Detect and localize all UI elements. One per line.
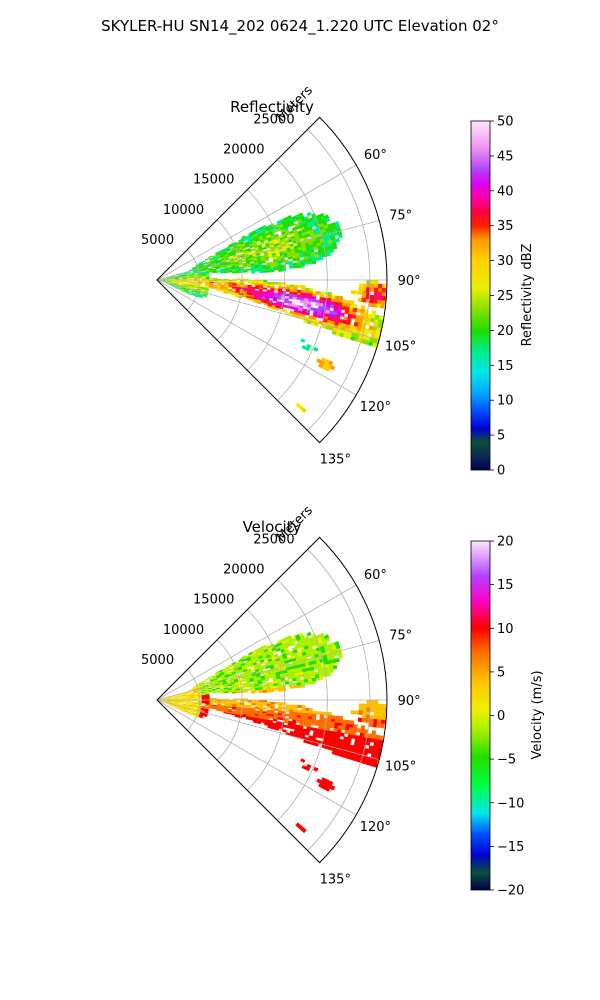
velocity-colorbar-tick-label: −20: [497, 884, 524, 899]
velocity-colorbar-tick-label: −5: [497, 753, 516, 768]
reflectivity-axis-labels: 500010000150002000025000Meters60°75°90°1…: [141, 83, 421, 467]
velocity-azimuth-tick-label: 60°: [364, 568, 387, 583]
velocity-range-tick-label: 25000: [253, 532, 294, 547]
reflectivity-colorbar-tick-label: 20: [497, 324, 514, 339]
velocity-azimuth-line: [156, 584, 357, 701]
velocity-colorbar-ramp: [470, 540, 491, 891]
reflectivity-colorbar: Reflectivity dBZ 0 5 10 15 20 25 30 35 40 45 50: [470, 115, 535, 479]
reflectivity-azimuth-line: [156, 279, 380, 340]
reflectivity-azimuth-line: [156, 279, 357, 396]
velocity-azimuth-tick-label: 75°: [389, 629, 412, 644]
reflectivity-sector-frame: [156, 116, 388, 444]
velocity-range-tick-label: 20000: [223, 563, 264, 578]
reflectivity-range-tick-label: 25000: [253, 112, 294, 127]
velocity-azimuth-tick-label: 120°: [360, 820, 391, 835]
reflectivity-title: Reflectivity: [230, 98, 314, 116]
velocity-title: Velocity: [243, 518, 302, 536]
reflectivity-echo-bin: [159, 219, 385, 346]
reflectivity-azimuth-line: [156, 220, 380, 281]
reflectivity-colorbar-label: Reflectivity dBZ: [520, 244, 535, 347]
velocity-panel: Velocity 500010000150002000025000Meters6…: [141, 503, 545, 899]
reflectivity-echo-bin: [250, 289, 342, 319]
reflectivity-echo-bin: [209, 281, 386, 327]
velocity-echo-bin: [159, 632, 337, 718]
reflectivity-range-tick-label: 5000: [141, 233, 174, 248]
velocity-sector-frame: [156, 536, 388, 864]
reflectivity-echo-bin: [261, 292, 338, 316]
reflectivity-echo-bin: [159, 212, 374, 347]
velocity-azimuth-line: [156, 640, 380, 701]
reflectivity-azimuth-tick-label: 60°: [364, 148, 387, 163]
reflectivity-colorbar-tick-label: 15: [497, 359, 514, 374]
velocity-echo-bin: [201, 690, 387, 741]
velocity-azimuth-tick-label: 105°: [385, 759, 416, 774]
reflectivity-colorbar-tick-label: 40: [497, 184, 514, 199]
reflectivity-colorbar-tick-label: 0: [497, 464, 505, 479]
reflectivity-echo-bin: [159, 211, 343, 352]
velocity-azimuth-tick-label: 90°: [398, 694, 421, 709]
velocity-range-tick-label: 10000: [163, 623, 204, 638]
reflectivity-grid: [156, 116, 388, 444]
reflectivity-azimuth-tick-label: 120°: [360, 400, 391, 415]
velocity-colorbar-label: Velocity (m/s): [530, 670, 545, 759]
velocity-azimuth-tick-label: 135°: [320, 872, 351, 887]
velocity-axis-labels: 500010000150002000025000Meters60°75°90°1…: [141, 503, 421, 887]
velocity-range-tick-label: 5000: [141, 653, 174, 668]
velocity-colorbar-tick-label: 0: [497, 709, 505, 724]
reflectivity-colorbar-tick-label: 35: [497, 219, 514, 234]
reflectivity-colorbar-tick-label: 30: [497, 254, 514, 269]
reflectivity-echo-bin: [280, 295, 330, 314]
reflectivity-colorbar-tick-label: 50: [497, 115, 514, 130]
velocity-echoes: [159, 631, 387, 834]
velocity-colorbar-tick-label: 15: [497, 578, 514, 593]
velocity-colorbar-tick-label: 20: [497, 535, 514, 550]
reflectivity-echo-bin: [291, 299, 316, 307]
reflectivity-range-tick-label: 20000: [223, 143, 264, 158]
velocity-grid: [156, 536, 388, 864]
velocity-colorbar-tick-label: −15: [497, 840, 524, 855]
reflectivity-echoes: [159, 211, 387, 414]
reflectivity-echo-bin: [159, 232, 387, 411]
reflectivity-colorbar-tick-label: 5: [497, 429, 505, 444]
velocity-colorbar-tick-label: 5: [497, 665, 505, 680]
reflectivity-azimuth-tick-label: 75°: [389, 209, 412, 224]
reflectivity-azimuth-tick-label: 90°: [398, 274, 421, 289]
reflectivity-azimuth-tick-label: 105°: [385, 339, 416, 354]
figure-suptitle: SKYLER-HU SN14_202 0624_1.220 UTC Elevat…: [101, 17, 499, 36]
velocity-colorbar-tick-label: 10: [497, 622, 514, 637]
reflectivity-azimuth-tick-label: 135°: [320, 452, 351, 467]
reflectivity-panel: Reflectivity 500010000150002000025000Met…: [141, 83, 535, 479]
velocity-colorbar: Velocity (m/s) −20 −15 −10 −5 0 5 10 15 20: [470, 535, 545, 899]
reflectivity-colorbar-ramp: [470, 120, 491, 471]
velocity-range-tick-label: 15000: [193, 593, 234, 608]
reflectivity-echo-bin: [182, 280, 387, 371]
velocity-azimuth-line: [156, 699, 380, 760]
reflectivity-azimuth-line: [156, 164, 357, 281]
velocity-colorbar-tick-label: −10: [497, 796, 524, 811]
reflectivity-colorbar-tick-label: 25: [497, 289, 514, 304]
reflectivity-range-tick-label: 10000: [163, 203, 204, 218]
reflectivity-range-tick-label: 15000: [193, 173, 234, 188]
reflectivity-colorbar-tick-label: 45: [497, 149, 514, 164]
velocity-azimuth-line: [156, 699, 357, 816]
reflectivity-colorbar-tick-label: 10: [497, 394, 514, 409]
